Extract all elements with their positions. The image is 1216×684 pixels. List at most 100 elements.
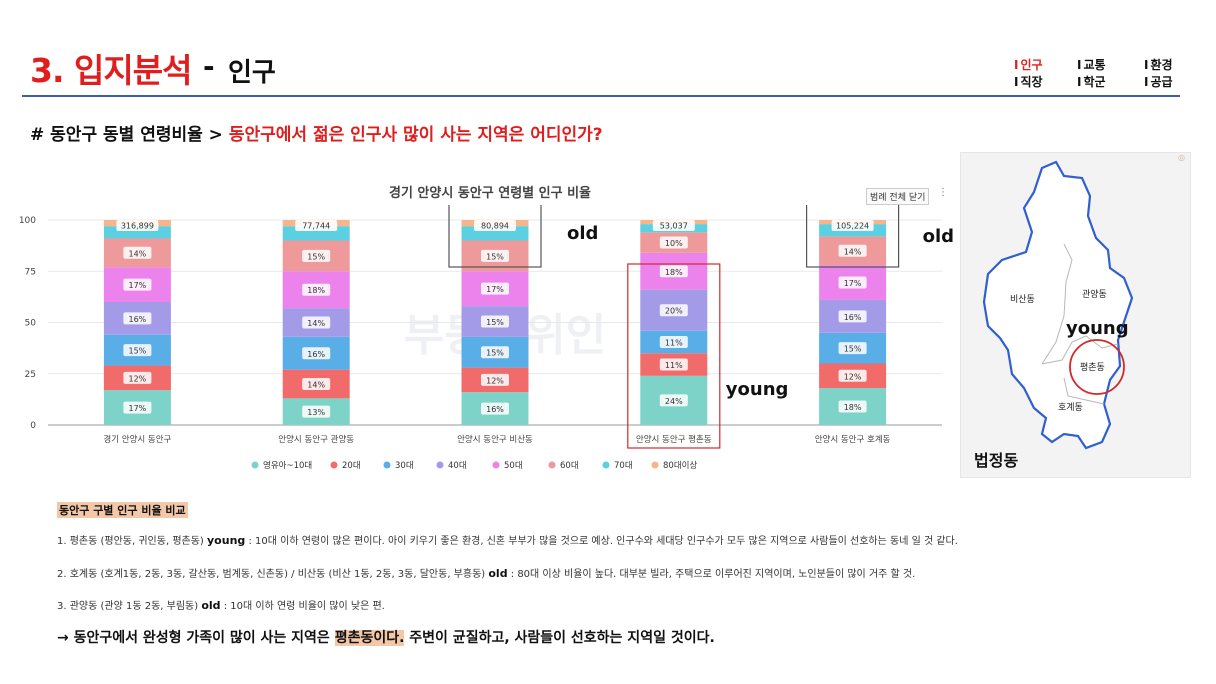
district-outline bbox=[982, 160, 1134, 450]
legend-marker bbox=[436, 461, 444, 469]
legend-marker bbox=[251, 461, 259, 469]
legend-marker bbox=[330, 461, 338, 469]
notes-heading: 동안구 구별 인구 비율 비교 bbox=[57, 502, 188, 518]
data-label: 14% bbox=[307, 319, 325, 328]
young-annotation: young bbox=[726, 379, 789, 400]
data-label-box bbox=[659, 304, 688, 317]
data-label-box bbox=[302, 378, 331, 390]
data-label: 14% bbox=[844, 247, 862, 256]
legend-label: 20대 bbox=[342, 461, 361, 471]
data-label-box bbox=[838, 400, 867, 413]
data-label-box bbox=[123, 312, 152, 325]
page-title-separator: - bbox=[203, 50, 215, 83]
data-label-box bbox=[302, 249, 331, 262]
more-options-icon[interactable]: ⋮ bbox=[938, 187, 948, 198]
note-line-3: 3. 관양동 (관양 1동 2동, 부림동) old : 10대 이하 연령 비… bbox=[57, 599, 385, 612]
data-label: 18% bbox=[844, 403, 862, 412]
old-highlight-box bbox=[805, 205, 900, 268]
young-highlight-box bbox=[627, 263, 721, 449]
nav-item-workplace[interactable]: I 직장 bbox=[1014, 75, 1043, 89]
y-tick-label: 25 bbox=[25, 370, 36, 380]
data-label: 12% bbox=[844, 372, 862, 381]
data-label-box bbox=[838, 276, 867, 289]
map-caption: 법정동 bbox=[974, 451, 1018, 470]
total-label: 80,894 bbox=[481, 222, 509, 231]
data-label-box bbox=[481, 373, 509, 386]
y-tick-label: 75 bbox=[25, 267, 36, 277]
district-boundary-lower bbox=[1063, 377, 1105, 405]
data-label-box bbox=[659, 335, 688, 348]
data-label: 18% bbox=[665, 268, 683, 277]
legend-marker bbox=[492, 461, 500, 469]
data-label: 18% bbox=[307, 286, 325, 295]
old-annotation: old bbox=[567, 223, 598, 244]
total-label-box bbox=[295, 220, 338, 231]
data-label: 16% bbox=[129, 315, 147, 324]
old-highlight-box bbox=[448, 205, 542, 268]
data-label-box bbox=[481, 315, 509, 328]
nav-item-transport[interactable]: I 교통 bbox=[1077, 58, 1106, 72]
district-boundary-left bbox=[1041, 243, 1073, 365]
data-label: 16% bbox=[486, 405, 504, 414]
total-label: 77,744 bbox=[302, 222, 330, 231]
data-label: 20% bbox=[665, 307, 683, 316]
stacked-bar-chart: 부동산위인025507510017%12%15%16%17%14%316,899… bbox=[19, 205, 954, 471]
conclusion-text: → 동안구에서 완성형 가족이 많이 사는 지역은 평촌동이다. 주변이 균질하… bbox=[57, 630, 715, 646]
legend-label: 30대 bbox=[395, 461, 414, 471]
nav-item-school[interactable]: I 학군 bbox=[1077, 75, 1106, 89]
map-label-bisan: 비산동 bbox=[1010, 294, 1035, 305]
total-label-box bbox=[116, 220, 159, 231]
data-label: 24% bbox=[665, 397, 683, 406]
data-label: 15% bbox=[307, 252, 325, 261]
old-annotation: old bbox=[923, 226, 954, 247]
data-label: 14% bbox=[129, 249, 147, 258]
y-tick-label: 100 bbox=[19, 216, 36, 226]
legend-label: 80대이상 bbox=[663, 460, 697, 471]
data-label-box bbox=[123, 278, 152, 291]
legend-toggle-button[interactable]: 범례 전체 닫기 bbox=[866, 188, 930, 205]
district-map: 비산동 관양동 평촌동 호계동 young 법정동 ◎ bbox=[974, 153, 1185, 470]
data-label-box bbox=[302, 405, 331, 418]
data-label: 16% bbox=[844, 313, 862, 322]
data-label-box bbox=[123, 401, 152, 414]
legend-label: 50대 bbox=[504, 461, 523, 471]
data-label-box bbox=[481, 402, 509, 415]
y-tick-label: 0 bbox=[30, 421, 36, 431]
district-boundary-middle bbox=[1041, 335, 1119, 365]
data-label-box bbox=[123, 246, 152, 259]
total-label: 316,899 bbox=[121, 222, 154, 231]
data-label: 17% bbox=[844, 279, 862, 288]
data-label: 10% bbox=[665, 239, 683, 248]
legend-marker bbox=[548, 461, 556, 469]
legend-marker bbox=[651, 461, 659, 469]
data-label-box bbox=[481, 249, 509, 262]
data-label-box bbox=[302, 347, 331, 360]
x-tick-label: 경기 안양시 동안구 bbox=[103, 434, 171, 445]
data-label-box bbox=[302, 316, 331, 329]
legend-label: 40대 bbox=[448, 461, 467, 471]
data-label: 11% bbox=[665, 361, 683, 370]
nav-item-population[interactable]: I 인구 bbox=[1014, 58, 1043, 72]
chart-title: 경기 안양시 동안구 연령별 인구 비율 bbox=[388, 186, 592, 201]
data-label-box bbox=[838, 244, 867, 257]
data-label: 16% bbox=[307, 350, 325, 359]
data-label: 12% bbox=[486, 376, 504, 385]
data-label: 14% bbox=[307, 381, 325, 390]
data-label: 17% bbox=[129, 281, 147, 290]
data-label: 15% bbox=[486, 252, 504, 261]
data-label: 15% bbox=[844, 345, 862, 354]
y-tick-label: 50 bbox=[25, 319, 37, 329]
nav-item-supply[interactable]: I 공급 bbox=[1144, 75, 1173, 89]
data-label: 15% bbox=[486, 318, 504, 327]
note-line-2: 2. 호계동 (호계1동, 2동, 3동, 갈산동, 범계동, 신촌동) / 비… bbox=[57, 567, 916, 580]
map-label-hogye: 호계동 bbox=[1058, 401, 1083, 413]
data-label-box bbox=[659, 265, 688, 278]
data-label-box bbox=[838, 310, 867, 323]
pyeongchon-highlight-circle bbox=[1069, 339, 1125, 395]
map-label-gwanyang: 관양동 bbox=[1082, 289, 1107, 300]
nav-item-environment[interactable]: I 환경 bbox=[1144, 58, 1173, 72]
total-label: 53,037 bbox=[660, 222, 688, 231]
data-label: 17% bbox=[129, 404, 147, 413]
map-corner-icon: ◎ bbox=[1178, 153, 1185, 162]
legend-label: 60대 bbox=[560, 461, 579, 471]
